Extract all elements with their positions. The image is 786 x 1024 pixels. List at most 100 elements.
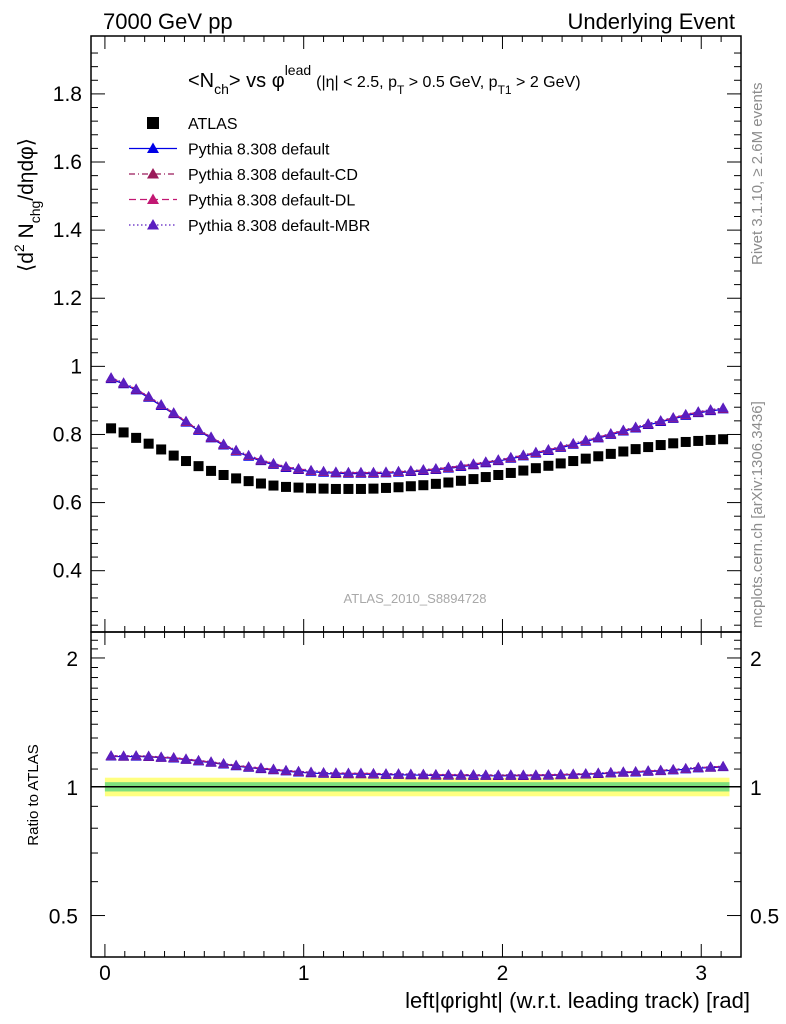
atlas-data-point <box>418 480 429 491</box>
atlas-data-point <box>156 444 167 455</box>
series-4-point <box>417 464 429 474</box>
series-4-point <box>705 404 717 414</box>
series-4-ratio-point <box>118 750 130 760</box>
y-tick-label: 1.6 <box>53 151 82 174</box>
header-left: 7000 GeV pp <box>103 9 233 34</box>
series-4-ratio-point <box>318 767 330 777</box>
atlas-data-point <box>643 442 654 453</box>
series-4-ratio-point <box>667 763 679 774</box>
y-tick-label: 0.8 <box>53 423 82 446</box>
series-4-point <box>455 459 467 470</box>
atlas-data-point <box>655 440 666 451</box>
series-4-point <box>280 460 292 471</box>
series-4-point <box>480 456 492 466</box>
series-4-ratio-point <box>567 768 579 778</box>
series-4-ratio-point <box>417 768 429 779</box>
series-4-point <box>617 424 629 435</box>
atlas-data-point <box>243 476 254 487</box>
legend-label-3: Pythia 8.308 default-DL <box>188 193 355 210</box>
rivet-version-label: Rivet 3.1.10, ≥ 2.6M events <box>749 83 766 266</box>
series-4-point <box>492 454 504 464</box>
series-4-point <box>230 444 242 455</box>
series-4-point <box>267 457 279 468</box>
series-4-ratio-point <box>143 750 155 761</box>
atlas-data-point <box>580 453 591 464</box>
atlas-data-point <box>705 434 716 445</box>
atlas-data-point <box>118 427 129 438</box>
series-4-point <box>130 383 142 393</box>
atlas-data-point <box>206 465 217 476</box>
series-4-ratio-point <box>530 769 542 779</box>
atlas-data-point <box>293 482 304 493</box>
series-4-ratio-point <box>592 767 604 778</box>
series-4-point <box>430 463 442 473</box>
series-4-point <box>717 402 729 413</box>
series-4-ratio-point <box>642 765 654 775</box>
series-4-point <box>355 466 367 477</box>
atlas-data-point <box>131 432 142 443</box>
series-4-ratio-point <box>455 769 467 779</box>
atlas-data-point <box>493 469 504 480</box>
y-tick-label: 1.4 <box>53 219 83 242</box>
ratio-panel-series <box>105 750 729 781</box>
legend-marker-2 <box>147 168 159 179</box>
top-panel-series <box>105 372 729 494</box>
series-4-ratio-point <box>105 750 117 760</box>
atlas-data-point <box>330 483 341 494</box>
series-4-ratio-point <box>255 762 267 773</box>
series-4-ratio-point <box>180 753 192 763</box>
series-4-point <box>243 449 255 460</box>
ratio-tick-label-right: 1 <box>750 777 762 800</box>
top-panel-ticks: 0.4 0.6 0.8 1 1.2 1.4 1.6 1.8 <box>53 36 741 632</box>
series-4-point <box>367 466 379 477</box>
y-tick-label: 0.4 <box>53 560 83 583</box>
series-4-point <box>143 390 155 401</box>
ratio-tick-label-left: 2 <box>66 648 78 671</box>
ratio-panel: 0 1 2 3 0.5 0.5 1 1 2 2 Ratio to ATLAS left|φrigh… <box>25 631 779 1013</box>
top-panel: 0.4 0.6 0.8 1 1.2 1.4 1.6 1.8 ATLAS_2010_S88947… <box>11 35 742 633</box>
series-4-ratio-point <box>517 769 529 779</box>
series-4-point <box>293 463 305 473</box>
atlas-data-point <box>718 434 729 445</box>
atlas-data-point <box>430 478 441 489</box>
series-4-point <box>305 464 317 475</box>
series-4-ratio-point <box>580 767 592 778</box>
series-4-point <box>155 398 167 409</box>
series-4-ratio-point <box>305 766 317 777</box>
atlas-data-point <box>605 448 616 459</box>
y-tick-label: 1 <box>70 355 82 378</box>
atlas-data-point <box>355 483 366 494</box>
plot-title: <Nch> vs φlead(|η| < 2.5, pT > 0.5 GeV, … <box>188 62 581 97</box>
series-4-point <box>105 372 117 382</box>
series-4-ratio-point <box>355 767 367 778</box>
series-4-point <box>318 465 330 476</box>
series-4-ratio-point <box>442 768 454 779</box>
atlas-data-point <box>618 446 629 457</box>
series-4-point <box>380 466 392 477</box>
atlas-data-point <box>480 472 491 483</box>
series-4-point <box>530 446 542 457</box>
series-4-ratio-point <box>267 763 279 774</box>
x-axis-label: left|φright| (w.r.t. leading track) [rad… <box>405 988 750 1013</box>
y-tick-label: 1.8 <box>53 83 82 106</box>
series-4-ratio-point <box>430 768 442 779</box>
series-1-line <box>110 378 724 475</box>
series-4-line <box>110 377 724 473</box>
y-tick-label: 1.2 <box>53 287 82 310</box>
series-4-ratio-point <box>405 768 417 779</box>
top-y-axis-label: ⟨d2 Nchg/dηdφ⟩ <box>11 138 43 272</box>
series-4-ratio-point <box>505 769 517 779</box>
x-tick-label: 1 <box>298 962 310 985</box>
x-tick-label: 0 <box>99 962 111 985</box>
series-4-point <box>168 407 180 417</box>
series-4-ratio-point <box>555 768 567 779</box>
series-4-ratio-point <box>230 759 242 770</box>
series-3-ratio-line <box>111 755 724 776</box>
series-4-point <box>467 458 479 468</box>
series-4-point <box>330 466 342 477</box>
atlas-data-point <box>630 444 641 455</box>
series-4-point <box>567 437 579 448</box>
atlas-data-point <box>343 483 354 494</box>
legend-marker-atlas <box>147 117 159 129</box>
series-4-ratio-point <box>705 761 717 771</box>
